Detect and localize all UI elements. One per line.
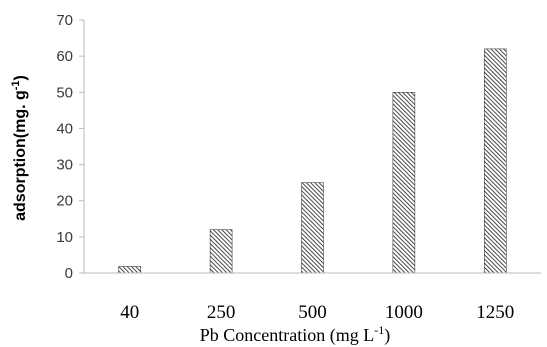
x-tick-label: 250 (207, 302, 236, 323)
bar-1250 (484, 48, 507, 274)
x-tick-label: 500 (298, 302, 327, 323)
x-tick-label: 40 (120, 302, 139, 323)
y-tick-label: 40 (56, 120, 73, 137)
bar-1000 (392, 92, 416, 274)
y-tick-label: 70 (56, 12, 73, 29)
bar-40 (118, 266, 141, 274)
y-tick-label: 60 (56, 48, 73, 65)
bar-500 (301, 182, 324, 274)
y-axis-label: adsorption(mg. g-1) (10, 75, 29, 221)
y-axis: 0 10 20 30 40 50 60 70 (56, 12, 85, 282)
x-axis-label: Pb Concentration (mg L-1) (200, 323, 390, 346)
bars-group (118, 48, 507, 274)
x-axis: 40 250 500 1000 1250 (84, 272, 541, 323)
y-tick-label: 0 (65, 265, 73, 282)
x-tick-label: 1250 (476, 302, 514, 323)
x-tick-label: 1000 (385, 302, 423, 323)
y-tick-label: 50 (56, 84, 73, 101)
bar-250 (209, 229, 233, 274)
y-tick-label: 20 (56, 193, 73, 210)
y-tick-label: 30 (56, 157, 73, 174)
y-tick-label: 10 (56, 229, 73, 246)
